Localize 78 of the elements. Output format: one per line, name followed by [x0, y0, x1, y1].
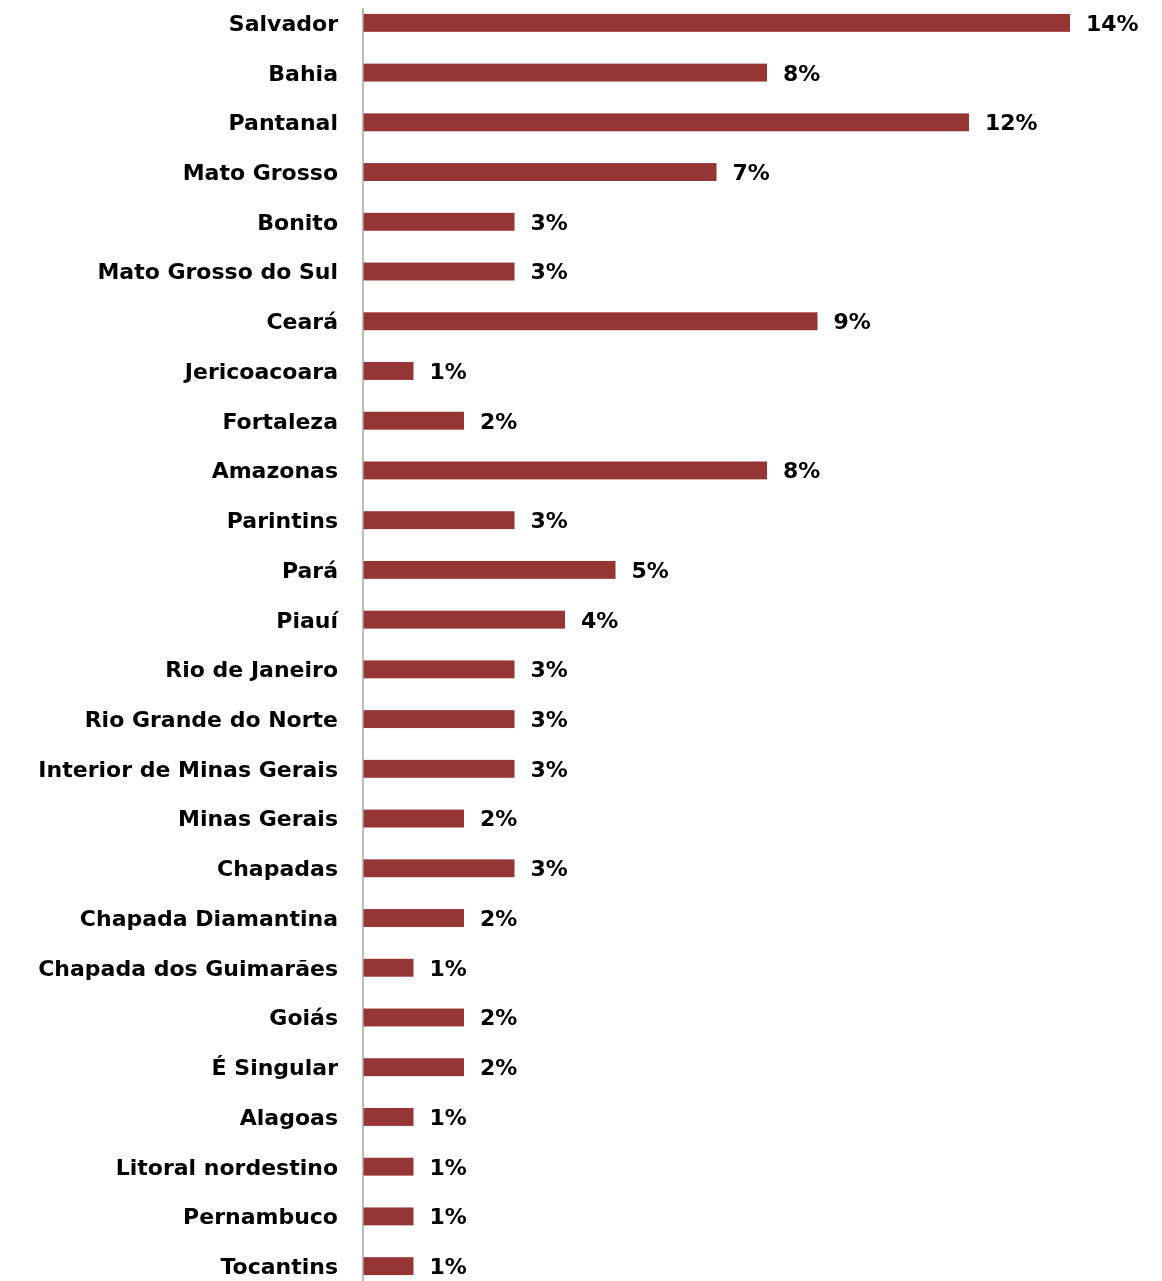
y-tick-label: Rio Grande do Norte [84, 707, 338, 733]
data-label: 8% [783, 458, 821, 484]
y-tick-label: Fortaleza [222, 408, 338, 434]
data-label: 2% [480, 905, 518, 931]
y-tick-label: Ceará [266, 309, 338, 335]
data-label: 1% [429, 1104, 467, 1130]
bar [363, 909, 464, 927]
data-label: 3% [530, 508, 568, 534]
bar [363, 809, 464, 828]
y-tick-label: Jericoacoara [182, 358, 338, 384]
bar [363, 262, 515, 281]
y-tick-label: Chapada dos Guimarães [38, 955, 338, 981]
bar [363, 312, 818, 331]
bar [363, 1107, 414, 1126]
bar [363, 461, 767, 480]
bar [363, 1008, 464, 1027]
data-label: 1% [429, 1254, 467, 1280]
data-label: 2% [480, 806, 518, 832]
y-tick-label: Chapada Diamantina [79, 905, 338, 931]
bar [363, 163, 717, 182]
bar [363, 660, 515, 679]
y-tick-label: Mato Grosso do Sul [97, 259, 338, 285]
data-label: 1% [429, 955, 467, 981]
bar [363, 362, 414, 380]
data-label: 9% [833, 309, 871, 335]
bar [363, 63, 767, 82]
bar [363, 411, 464, 430]
y-tick-label: Bonito [257, 209, 338, 235]
data-label: 7% [732, 159, 770, 185]
bar [363, 560, 616, 579]
y-tick-label: Mato Grosso [182, 159, 338, 185]
bar [363, 1207, 414, 1226]
bar [363, 511, 515, 530]
y-tick-label: Alagoas [239, 1104, 338, 1130]
data-label: 4% [581, 607, 619, 633]
data-label: 3% [530, 856, 568, 882]
data-label: 1% [429, 1154, 467, 1180]
y-tick-label: Salvador [228, 10, 339, 36]
y-tick-label: Amazonas [211, 458, 338, 484]
bar [363, 13, 1070, 32]
y-tick-label: Interior de Minas Gerais [38, 756, 338, 782]
bar [363, 1058, 464, 1077]
data-label: 14% [1086, 10, 1139, 36]
data-label: 3% [530, 657, 568, 683]
y-tick-label: Rio de Janeiro [165, 657, 338, 683]
data-label: 5% [631, 557, 669, 583]
bar [363, 1157, 414, 1176]
data-label: 3% [530, 756, 568, 782]
bar [363, 859, 515, 878]
bar [363, 113, 969, 132]
data-label: 1% [429, 1204, 467, 1230]
y-tick-label: Minas Gerais [177, 806, 338, 832]
y-tick-label: Pantanal [228, 110, 338, 136]
data-label: 8% [783, 60, 821, 86]
y-tick-label: Litoral nordestino [115, 1154, 338, 1180]
bar [363, 710, 515, 729]
y-tick-label: É Singular [211, 1055, 339, 1081]
y-tick-label: Pernambuco [183, 1204, 338, 1230]
data-label: 2% [480, 408, 518, 434]
y-tick-label: Bahia [268, 60, 338, 86]
y-tick-label: Parintins [226, 508, 338, 534]
data-label: 2% [480, 1005, 518, 1031]
bar [363, 1257, 414, 1276]
bar [363, 958, 414, 977]
y-tick-label: Pará [281, 557, 338, 583]
data-label: 3% [530, 259, 568, 285]
data-label: 1% [429, 358, 467, 384]
y-tick-label: Tocantins [220, 1254, 338, 1280]
y-tick-label: Piauí [276, 607, 340, 633]
data-label: 3% [530, 707, 568, 733]
y-tick-label: Goiás [269, 1005, 338, 1031]
bar [363, 610, 565, 629]
data-label: 3% [530, 209, 568, 235]
bar [363, 212, 515, 231]
data-label: 12% [985, 110, 1038, 136]
y-tick-label: Chapadas [217, 856, 338, 882]
data-label: 2% [480, 1055, 518, 1081]
bar [363, 759, 515, 778]
